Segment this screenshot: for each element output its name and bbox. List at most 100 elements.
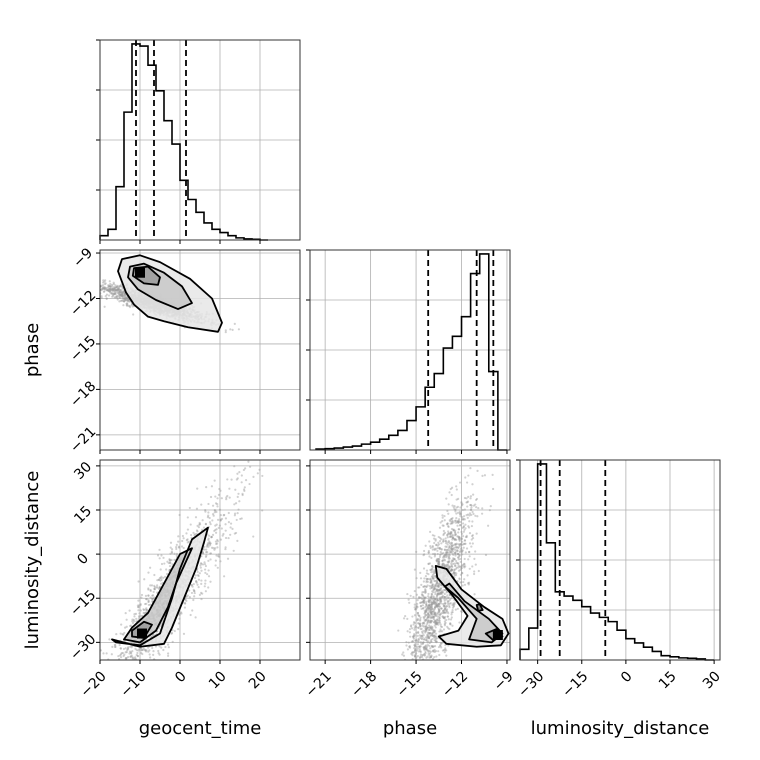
scatter-phase-vs-luminosity-distance-point (460, 530, 463, 534)
scatter-phase-vs-luminosity-distance-point (424, 645, 427, 648)
scatter-phase-vs-luminosity-distance-point (442, 533, 445, 537)
scatter-phase-vs-luminosity-distance-point (427, 562, 430, 566)
scatter-geocent-time-vs-phase-point (231, 328, 234, 331)
scatter-phase-vs-luminosity-distance-point (433, 602, 436, 605)
scatter-phase-vs-luminosity-distance-point (432, 599, 435, 602)
scatter-geocent-time-vs-luminosity-distance-point (144, 602, 147, 606)
scatter-geocent-time-vs-luminosity-distance-point (196, 574, 200, 577)
scatter-geocent-time-vs-phase-point (102, 290, 105, 293)
scatter-geocent-time-vs-luminosity-distance-point (159, 577, 163, 580)
scatter-geocent-time-vs-luminosity-distance-point (168, 559, 171, 562)
scatter-geocent-time-vs-phase-point (127, 300, 130, 303)
scatter-phase-vs-luminosity-distance-point (456, 556, 460, 559)
scatter-phase-vs-luminosity-distance-point (448, 556, 451, 559)
scatter-phase-vs-luminosity-distance-point (433, 606, 437, 609)
scatter-geocent-time-vs-luminosity-distance-point (229, 522, 233, 525)
histogram-luminosity-distance: −30 −15 0 15 30 (515, 459, 724, 701)
scatter-phase-vs-luminosity-distance-point (446, 543, 449, 546)
scatter-phase-vs-luminosity-distance-point (448, 491, 451, 494)
scatter-phase-vs-luminosity-distance-point (430, 620, 433, 623)
scatter-phase-vs-luminosity-distance-point (419, 649, 422, 653)
scatter-geocent-time-vs-phase-point (119, 299, 122, 302)
scatter-geocent-time-vs-luminosity-distance-density-peak (137, 628, 147, 639)
scatter-phase-vs-luminosity-distance-point (436, 581, 439, 584)
scatter-phase-vs-luminosity-distance-point (426, 634, 430, 637)
scatter-phase-vs-luminosity-distance-point (453, 603, 456, 606)
scatter-phase-vs-luminosity-distance-point (437, 589, 441, 592)
scatter-geocent-time-vs-luminosity-distance-point (208, 541, 211, 544)
scatter-geocent-time-vs-luminosity-distance-point (219, 489, 222, 492)
scatter-geocent-time-vs-luminosity-distance-point (211, 533, 215, 536)
scatter-phase-vs-luminosity-distance-point (441, 595, 444, 599)
scatter-phase-vs-luminosity-distance-point (462, 565, 465, 568)
scatter-geocent-time-vs-phase-point (115, 295, 118, 298)
scatter-phase-vs-luminosity-distance-point (463, 542, 466, 545)
scatter-geocent-time-vs-phase-point (120, 293, 123, 296)
scatter-geocent-time-vs-luminosity-distance-point (196, 570, 199, 573)
scatter-phase-vs-luminosity-distance-point (491, 487, 495, 491)
scatter-phase-vs-luminosity-distance-point (431, 634, 435, 637)
scatter-geocent-time-vs-phase-point (122, 290, 125, 294)
scatter-phase-vs-luminosity-distance-point (436, 602, 439, 605)
scatter-phase-vs-luminosity-distance-point (445, 609, 448, 612)
scatter-phase-vs-luminosity-distance-point (435, 589, 438, 592)
scatter-phase-vs-luminosity-distance-xtick-label: −15 (394, 668, 426, 700)
scatter-geocent-time-vs-phase-point (115, 289, 118, 292)
scatter-geocent-time-vs-luminosity-distance-point (191, 585, 194, 588)
scatter-geocent-time-vs-luminosity-distance-point (240, 481, 243, 484)
scatter-phase-vs-luminosity-distance-point (424, 631, 427, 634)
scatter-phase-vs-luminosity-distance-point (423, 625, 426, 628)
scatter-phase-vs-luminosity-distance-point (435, 582, 438, 585)
scatter-phase-vs-luminosity-distance-point (449, 622, 452, 625)
scatter-phase-vs-luminosity-distance-point (439, 597, 442, 601)
scatter-geocent-time-vs-luminosity-distance-point (114, 645, 117, 649)
scatter-geocent-time-vs-luminosity-distance-point (201, 592, 204, 595)
scatter-phase-vs-luminosity-distance-point (426, 641, 429, 644)
scatter-phase-vs-luminosity-distance-point (431, 545, 434, 548)
scatter-geocent-time-vs-luminosity-distance-point (201, 563, 205, 566)
scatter-phase-vs-luminosity-distance-point (436, 592, 439, 596)
scatter-phase-vs-luminosity-distance-point (415, 605, 418, 609)
scatter-phase-vs-luminosity-distance-point (445, 564, 448, 567)
scatter-phase-vs-luminosity-distance-point (489, 504, 492, 508)
scatter-phase-vs-luminosity-distance-point (426, 605, 429, 608)
scatter-phase-vs-luminosity-distance-point (437, 603, 440, 606)
scatter-geocent-time-vs-luminosity-distance-point (162, 556, 165, 559)
scatter-phase-vs-luminosity-distance-point (437, 562, 440, 565)
scatter-phase-vs-luminosity-distance-point (465, 534, 468, 537)
scatter-phase-vs-luminosity-distance-point (454, 519, 457, 522)
scatter-phase-vs-luminosity-distance-point (410, 652, 413, 655)
scatter-geocent-time-vs-phase-point (123, 294, 126, 297)
scatter-geocent-time-vs-phase-point (125, 304, 128, 307)
scatter-geocent-time-vs-luminosity-distance-point (243, 489, 246, 492)
scatter-phase-vs-luminosity-distance-point (461, 549, 464, 552)
scatter-geocent-time-vs-luminosity-distance-point (203, 561, 206, 564)
scatter-geocent-time-vs-luminosity-distance-point (159, 568, 162, 571)
scatter-phase-vs-luminosity-distance-point (429, 546, 432, 550)
scatter-geocent-time-vs-luminosity-distance-point (178, 617, 181, 620)
scatter-phase-vs-luminosity-distance-point (465, 547, 469, 550)
scatter-phase-vs-luminosity-distance-density-peak (492, 630, 503, 640)
scatter-geocent-time-vs-luminosity-distance-point (200, 591, 203, 594)
scatter-geocent-time-vs-luminosity-distance-point (143, 611, 146, 615)
scatter-phase-vs-luminosity-distance-point (436, 579, 439, 582)
scatter-phase-vs-luminosity-distance-point (408, 601, 411, 604)
scatter-geocent-time-vs-luminosity-distance-point (210, 546, 214, 549)
scatter-phase-vs-luminosity-distance-point (432, 601, 435, 604)
scatter-phase-vs-luminosity-distance-point (434, 597, 437, 601)
scatter-phase-vs-luminosity-distance-point (462, 546, 465, 549)
scatter-phase-vs-luminosity-distance-point (441, 563, 444, 566)
scatter-geocent-time-vs-luminosity-distance-point (153, 587, 156, 590)
scatter-phase-vs-luminosity-distance-point (459, 511, 462, 515)
scatter-phase-vs-luminosity-distance-point (439, 623, 442, 626)
scatter-phase-vs-luminosity-distance-point (423, 609, 426, 612)
scatter-phase-vs-luminosity-distance-point (439, 592, 443, 595)
scatter-geocent-time-vs-phase-point (104, 287, 107, 290)
scatter-phase-vs-luminosity-distance-point (441, 615, 444, 618)
scatter-phase-vs-luminosity-distance-point (459, 560, 462, 563)
scatter-phase-vs-luminosity-distance-point (455, 559, 458, 563)
scatter-phase-vs-luminosity-distance-point (436, 590, 439, 593)
scatter-phase-vs-luminosity-distance-point (427, 595, 430, 598)
scatter-geocent-time-vs-luminosity-distance-point (140, 614, 143, 618)
scatter-phase-vs-luminosity-distance-point (443, 558, 446, 561)
